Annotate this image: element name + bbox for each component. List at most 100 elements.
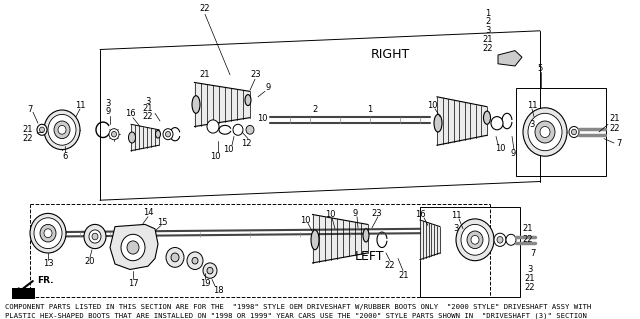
Circle shape: [491, 117, 503, 130]
Text: 22: 22: [523, 235, 533, 244]
Circle shape: [84, 224, 106, 249]
Circle shape: [171, 253, 179, 262]
Text: FR.: FR.: [36, 276, 53, 285]
Text: 7: 7: [531, 249, 536, 257]
Ellipse shape: [363, 229, 369, 242]
Text: 23: 23: [251, 70, 261, 79]
Text: 21: 21: [610, 114, 620, 123]
Text: 9: 9: [510, 150, 516, 159]
Circle shape: [121, 234, 145, 261]
Text: 22: 22: [610, 124, 620, 133]
Polygon shape: [498, 51, 522, 66]
Text: 10: 10: [495, 144, 505, 153]
Circle shape: [540, 127, 550, 137]
Text: 1: 1: [485, 9, 491, 18]
Circle shape: [523, 108, 567, 156]
Text: 23: 23: [372, 209, 382, 218]
Circle shape: [54, 121, 70, 138]
Circle shape: [44, 229, 52, 238]
Bar: [420, 207, 520, 297]
Text: RIGHT: RIGHT: [371, 48, 410, 62]
Text: 15: 15: [157, 218, 167, 227]
Text: 9: 9: [353, 209, 358, 218]
Text: 9: 9: [106, 107, 111, 115]
Circle shape: [471, 235, 479, 244]
Circle shape: [92, 233, 98, 240]
Text: LEFT: LEFT: [355, 250, 385, 263]
Circle shape: [467, 231, 483, 249]
Circle shape: [127, 241, 139, 254]
Circle shape: [494, 233, 506, 246]
Text: 21: 21: [23, 125, 33, 134]
Text: 7: 7: [28, 106, 33, 115]
Text: 2: 2: [312, 106, 317, 115]
Text: 3: 3: [106, 99, 111, 108]
Text: 22: 22: [483, 44, 493, 53]
Circle shape: [207, 267, 213, 274]
Circle shape: [166, 131, 170, 137]
Circle shape: [192, 257, 198, 264]
Circle shape: [535, 121, 555, 143]
Text: 10: 10: [210, 152, 220, 161]
Text: 11: 11: [451, 211, 461, 220]
Circle shape: [58, 125, 66, 134]
Circle shape: [497, 236, 503, 243]
Text: 10: 10: [223, 145, 233, 154]
Text: 7: 7: [616, 138, 621, 147]
Circle shape: [569, 127, 579, 137]
Ellipse shape: [156, 130, 161, 138]
Circle shape: [207, 120, 219, 133]
Text: 10: 10: [257, 114, 268, 123]
Ellipse shape: [434, 115, 442, 132]
Ellipse shape: [192, 96, 200, 113]
Text: 3: 3: [453, 224, 459, 233]
Circle shape: [456, 219, 494, 261]
Text: 11: 11: [75, 101, 85, 110]
Text: 17: 17: [128, 279, 138, 288]
Circle shape: [109, 129, 119, 140]
Circle shape: [163, 129, 173, 140]
Circle shape: [203, 263, 217, 278]
Bar: [516, 88, 606, 176]
Text: 22: 22: [143, 112, 153, 121]
Text: 18: 18: [212, 286, 223, 295]
Text: 21: 21: [200, 70, 211, 79]
Text: 21: 21: [523, 224, 533, 233]
Text: 9: 9: [266, 84, 271, 93]
Circle shape: [89, 230, 101, 243]
Circle shape: [187, 252, 203, 270]
Text: 16: 16: [415, 210, 426, 219]
Text: 21: 21: [525, 274, 535, 283]
Circle shape: [461, 224, 489, 255]
Circle shape: [40, 224, 56, 242]
Text: 16: 16: [125, 109, 135, 118]
Polygon shape: [110, 224, 158, 270]
Text: 3: 3: [485, 26, 491, 35]
Circle shape: [30, 213, 66, 253]
Circle shape: [111, 131, 116, 137]
Text: 10: 10: [427, 101, 437, 110]
Ellipse shape: [245, 95, 251, 106]
Text: 22: 22: [525, 283, 535, 292]
Circle shape: [233, 124, 243, 135]
Text: 22: 22: [200, 4, 211, 13]
Text: 10: 10: [324, 210, 335, 219]
Circle shape: [40, 127, 45, 133]
Circle shape: [246, 125, 254, 134]
Text: 10: 10: [300, 216, 310, 225]
Ellipse shape: [311, 230, 319, 250]
Text: 11: 11: [527, 101, 537, 110]
Text: 12: 12: [241, 138, 252, 147]
Bar: [12, 288, 35, 299]
Circle shape: [572, 129, 577, 135]
Text: 14: 14: [143, 208, 153, 217]
Text: 22: 22: [23, 134, 33, 143]
Text: 13: 13: [43, 259, 53, 269]
Ellipse shape: [129, 132, 136, 143]
Ellipse shape: [483, 111, 490, 124]
Text: 20: 20: [84, 257, 95, 266]
Text: 3: 3: [145, 97, 150, 106]
Text: 3: 3: [527, 265, 532, 274]
Text: 19: 19: [200, 279, 211, 288]
Circle shape: [528, 113, 562, 151]
